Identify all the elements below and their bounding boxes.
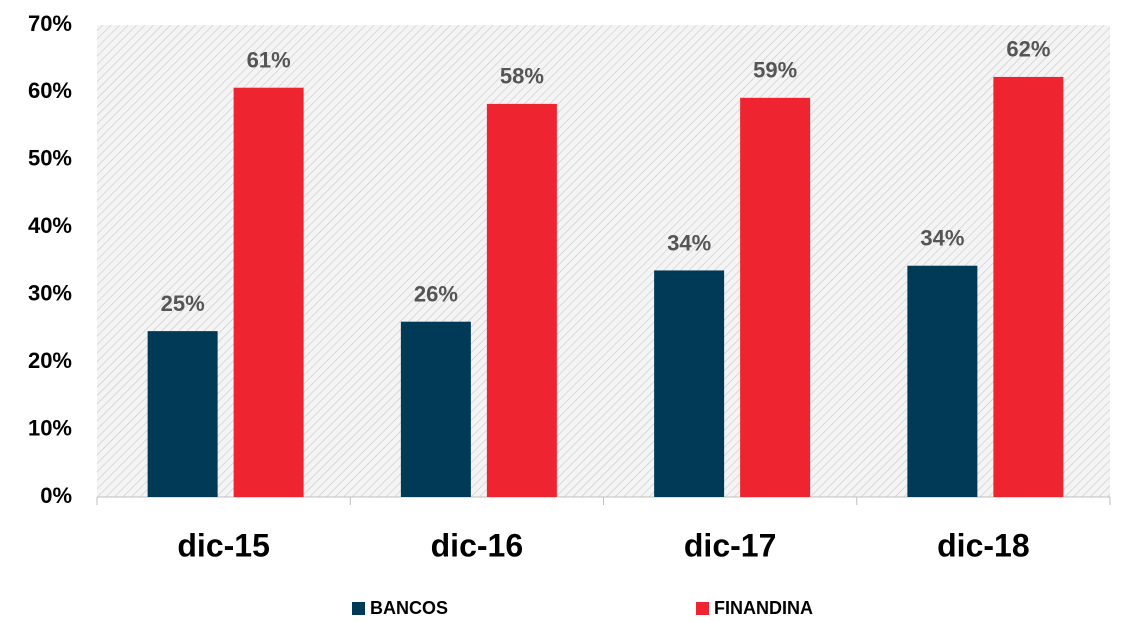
y-tick-label: 60% <box>28 78 72 103</box>
y-tick-label: 10% <box>28 415 72 440</box>
x-tick-label: dic-15 <box>177 527 269 563</box>
bar <box>486 103 557 498</box>
value-label: 26% <box>414 281 458 306</box>
bar <box>147 331 218 497</box>
bar <box>907 265 978 497</box>
legend-swatch <box>696 602 709 615</box>
bar <box>740 97 811 497</box>
value-label: 34% <box>667 230 711 255</box>
legend-label: FINANDINA <box>714 598 813 618</box>
value-label: 59% <box>753 58 797 83</box>
bar <box>233 87 304 498</box>
legend-label: BANCOS <box>370 598 448 618</box>
y-tick-label: 30% <box>28 281 72 306</box>
x-tick-label: dic-16 <box>431 527 523 563</box>
y-tick-label: 50% <box>28 146 72 171</box>
y-tick-label: 40% <box>28 213 72 238</box>
value-label: 58% <box>500 64 544 89</box>
legend-swatch <box>352 602 365 615</box>
value-label: 62% <box>1006 37 1050 62</box>
bar <box>654 270 725 497</box>
x-tick-label: dic-17 <box>684 527 776 563</box>
value-label: 34% <box>920 226 964 251</box>
bar <box>400 321 471 497</box>
y-tick-label: 20% <box>28 348 72 373</box>
value-label: 25% <box>161 291 205 316</box>
y-tick-label: 70% <box>28 11 72 36</box>
value-label: 61% <box>247 48 291 73</box>
y-tick-label: 0% <box>40 483 72 508</box>
bar <box>993 76 1064 498</box>
x-tick-label: dic-18 <box>937 527 1029 563</box>
